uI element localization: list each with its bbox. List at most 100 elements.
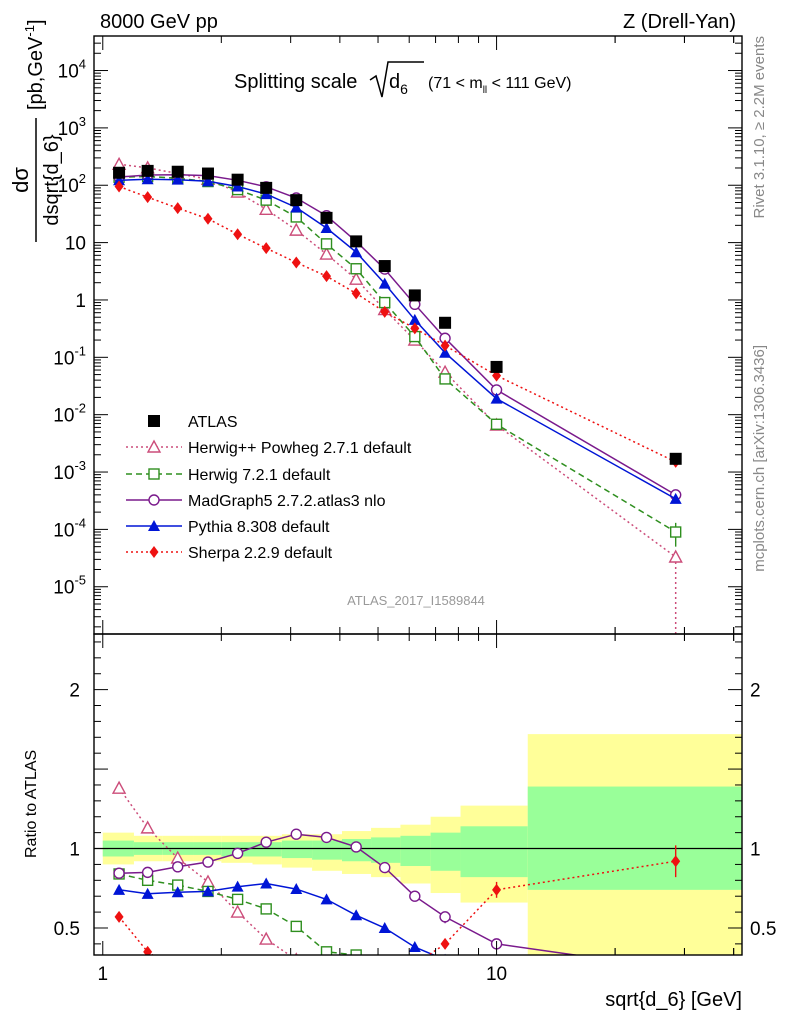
sherpa-ratio-point <box>380 976 389 988</box>
y-tick-label: 103 <box>58 114 86 140</box>
herwigpp-ratio-point <box>439 979 451 990</box>
main-title-range: (71 < mll < 111 GeV) <box>428 75 571 96</box>
axis-ticks <box>94 35 742 955</box>
x-tick-label: 1 <box>97 964 108 985</box>
y-tick-mantissa: 10 <box>53 520 74 541</box>
y-tick-label: 10-3 <box>53 458 86 484</box>
mcplots-label: mcplots.cern.ch [arXiv:1306.3436] <box>751 345 768 572</box>
band-green-bin <box>527 786 742 890</box>
atlas-point <box>171 165 184 178</box>
y-tick-mantissa: 10 <box>53 578 74 599</box>
madgraph-ratio-point <box>409 890 421 902</box>
madgraph-ratio-point <box>439 911 451 923</box>
pythia-point <box>490 392 503 404</box>
atlas-point <box>290 194 303 207</box>
herwig7-ratio-point <box>290 920 302 933</box>
herwig7-ratio-point <box>350 949 362 955</box>
y-tick-label: 10-4 <box>53 515 86 541</box>
herwig7-ratio-point <box>440 987 450 997</box>
pythia-point <box>378 277 391 289</box>
herwigpp-point <box>668 549 683 563</box>
atlas-point <box>231 173 244 186</box>
collision-label: 8000 GeV pp <box>100 11 218 33</box>
atlas-point <box>669 452 682 465</box>
y-tick-exponent: -3 <box>74 458 86 473</box>
sherpa-ratio-point <box>262 987 271 999</box>
pythia-point <box>201 175 214 187</box>
y-tick-exponent: 4 <box>79 57 86 72</box>
sherpa-point <box>440 339 450 352</box>
pythia-ratio-point <box>320 893 333 905</box>
main-title: Splitting scale <box>234 71 357 93</box>
sherpa-ratio-point <box>114 910 124 923</box>
sherpa-point <box>380 305 390 318</box>
sherpa-ratio-point <box>173 965 182 977</box>
y-tick-mantissa: 10 <box>58 176 79 197</box>
herwig7-ratio-point <box>380 966 390 976</box>
herwigpp-ratio-point <box>379 974 391 985</box>
pythia-ratio-point <box>171 886 184 898</box>
sherpa-point <box>322 270 332 283</box>
sherpa-ratio-point <box>440 937 450 950</box>
atlas-point <box>490 360 503 373</box>
herwigpp-line <box>119 163 677 558</box>
madgraph-ratio-point <box>113 867 125 879</box>
y-tick-mantissa: 10 <box>53 406 74 427</box>
herwigpp-ratio-point <box>350 966 362 977</box>
ratio-panel-series <box>111 780 682 1001</box>
herwigpp-ratio-point <box>140 820 155 834</box>
sherpa-point <box>410 322 420 335</box>
herwig7-legend-marker <box>148 468 160 480</box>
y-tick-label: 102 <box>58 171 86 197</box>
herwigpp-point <box>289 222 304 236</box>
herwig7-point <box>320 238 333 250</box>
band-green-bin <box>430 832 461 871</box>
atlas-point <box>260 181 273 194</box>
y-tick-mantissa: 10 <box>53 463 74 484</box>
atlas-legend-marker <box>148 415 160 427</box>
process-label: Z (Drell-Yan) <box>623 11 736 33</box>
herwig7-point <box>669 526 682 538</box>
y-tick-label: 10-5 <box>53 573 86 599</box>
sherpa-ratio-point <box>292 989 301 1001</box>
herwigpp-ratio-point <box>111 780 127 794</box>
herwig7-ratio-point <box>260 903 272 915</box>
atlas-legend-label: ATLAS <box>188 414 238 431</box>
pythia-ratio-point <box>231 880 244 892</box>
pythia-legend-label: Pythia 8.308 default <box>188 519 330 536</box>
y-tick-exponent: -1 <box>74 343 86 358</box>
herwig7-point <box>290 211 302 223</box>
band-green-bin <box>281 840 313 859</box>
pythia-ratio-point <box>201 885 214 897</box>
y-tick-exponent: -4 <box>74 515 86 530</box>
sherpa-point <box>143 191 153 204</box>
pythia-point <box>350 246 363 258</box>
sherpa-legend-label: Sherpa 2.2.9 default <box>188 545 333 562</box>
sherpa-ratio-point <box>492 883 502 896</box>
y-tick-label: 104 <box>58 57 86 83</box>
madgraph-ratio-point <box>141 866 154 879</box>
sherpa-point <box>114 180 124 193</box>
sherpa-point <box>203 212 213 225</box>
madgraph-ratio-point <box>671 964 681 974</box>
herwig7-legend-label: Herwig 7.2.1 default <box>188 467 331 484</box>
herwig7-ratio-point <box>320 946 333 955</box>
madgraph-ratio-point <box>172 861 184 873</box>
sherpa-ratio-point <box>410 959 419 971</box>
sherpa-ratio-point <box>233 984 242 996</box>
pythia-ratio-point <box>670 970 682 981</box>
herwigpp-ratio-point <box>259 931 274 945</box>
pythia-ratio-point <box>350 909 363 921</box>
pythia-point <box>408 313 421 325</box>
y-tick-exponent: -5 <box>74 573 86 588</box>
main-title-variable: d6 <box>389 71 408 97</box>
pythia-point <box>439 346 452 358</box>
y-label-denominator: dsqrt{d_6} <box>41 134 63 226</box>
y-tick-exponent: 2 <box>79 171 86 186</box>
y-tick-exponent: 3 <box>79 114 86 129</box>
atlas-point <box>350 235 363 248</box>
herwigpp-legend-label: Herwig++ Powheg 2.7.1 default <box>188 440 412 457</box>
ratio-y-tick-label-right: 0.5 <box>750 919 776 940</box>
pythia-ratio-point <box>113 883 126 895</box>
atlas-point <box>408 289 421 302</box>
